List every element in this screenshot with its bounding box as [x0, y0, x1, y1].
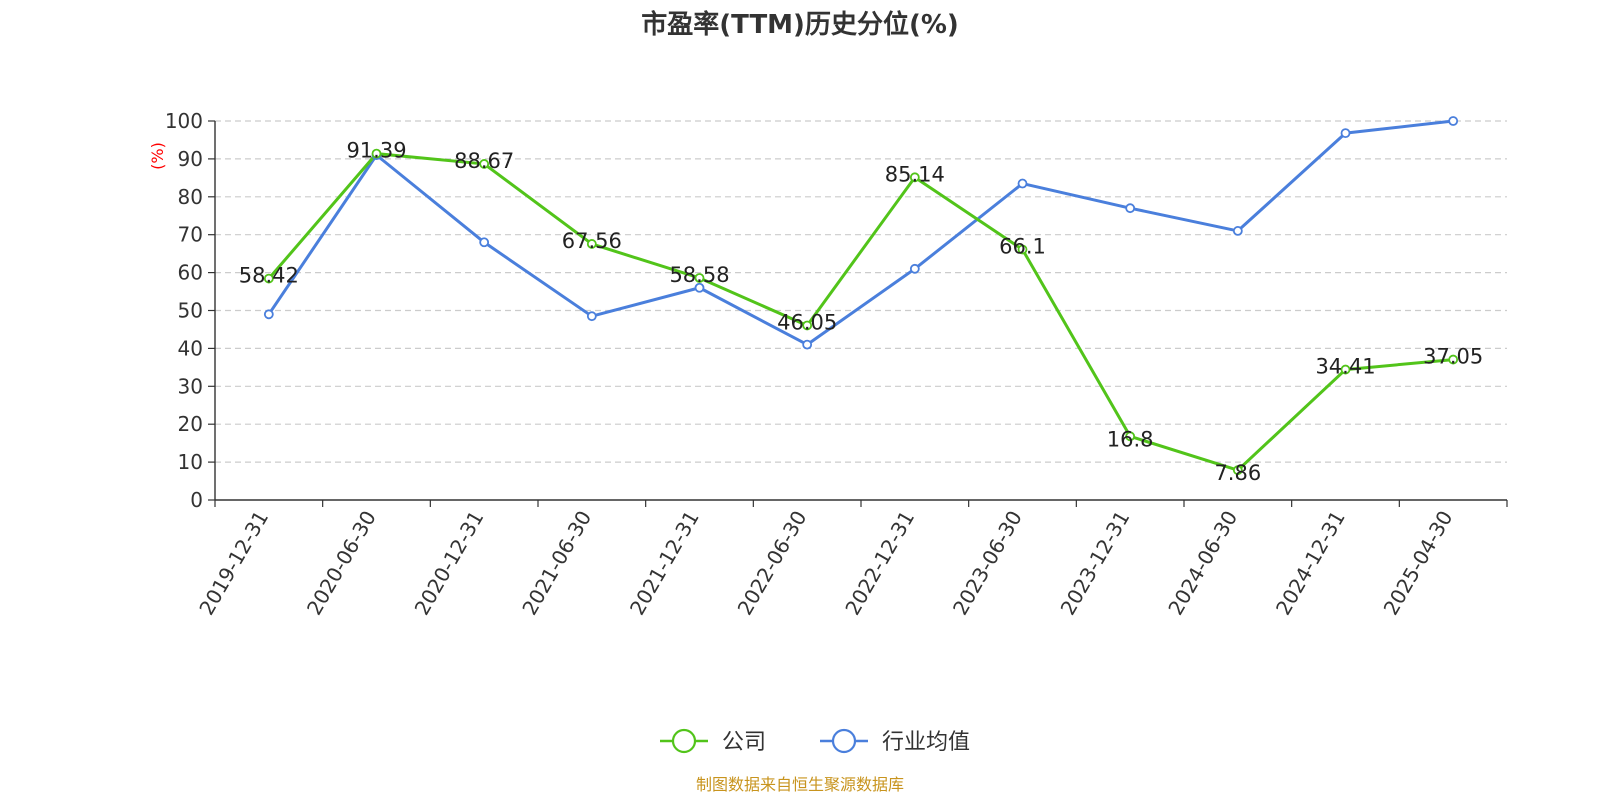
- x-tick-label: 2022-12-31: [840, 506, 919, 619]
- x-tick-label: 2023-12-31: [1056, 507, 1135, 620]
- x-tick-label: 2021-06-30: [517, 507, 596, 620]
- data-point: [1125, 431, 1136, 442]
- data-label: 7.86: [1214, 461, 1261, 485]
- x-tick-label: 2020-12-31: [410, 506, 489, 619]
- x-tick-label: 2020-06-30: [302, 507, 381, 620]
- data-point: [1232, 465, 1243, 476]
- axes: 0 10 20 30 40 50 60 70 80 90 100 2019-12-31 2020-06-…: [165, 109, 1508, 620]
- gridlines: [215, 120, 1507, 463]
- data-point: [909, 263, 920, 274]
- data-label: 46.05: [777, 310, 837, 334]
- x-tick-label: 2023-06-30: [948, 507, 1027, 620]
- x-tick-label: 2024-06-30: [1163, 507, 1242, 620]
- data-label: 88.67: [454, 149, 514, 173]
- y-tick-label: 40: [178, 336, 203, 360]
- data-point: [909, 172, 920, 183]
- data-point: [1017, 244, 1028, 255]
- legend-marker: [831, 728, 857, 754]
- legend-marker: [671, 728, 697, 754]
- data-point: [1448, 354, 1459, 365]
- data-label: 85.14: [885, 162, 945, 186]
- data-label: 37.05: [1423, 345, 1483, 369]
- series-line: [267, 119, 1454, 347]
- data-label: 91.39: [346, 139, 406, 163]
- legend: 公司 行业均值: [660, 728, 970, 755]
- data-point: [263, 273, 274, 284]
- y-axis-label: (%): [148, 142, 167, 170]
- y-tick-label: 90: [178, 147, 203, 171]
- y-tick-label: 0: [190, 488, 203, 512]
- data-label: 58.58: [669, 263, 729, 287]
- y-tick-label: 70: [178, 223, 203, 247]
- data-label: 66.1: [999, 234, 1046, 258]
- x-tick-label: 2024-12-31: [1271, 507, 1350, 620]
- series-line: [267, 152, 1454, 472]
- y-tick-label: 20: [178, 412, 203, 436]
- data-point: [1340, 364, 1351, 375]
- data-point: [1448, 116, 1459, 126]
- x-tick-label: 2019-12-31: [194, 507, 273, 620]
- data-label: 67.56: [562, 229, 622, 253]
- data-point: [263, 309, 274, 320]
- data-point: [694, 282, 705, 293]
- y-tick-label: 30: [178, 374, 203, 398]
- data-label: 16.8: [1107, 427, 1154, 451]
- data-point: [694, 273, 705, 283]
- data-point: [1340, 128, 1351, 139]
- data-point: [371, 148, 382, 159]
- data-point: [479, 237, 490, 248]
- data-label: 58.42: [239, 264, 299, 288]
- y-tick-label: 50: [178, 299, 203, 323]
- series-layer: [263, 116, 1459, 476]
- legend-label: 公司: [722, 730, 766, 755]
- x-tick-label: 2022-06-30: [733, 507, 812, 620]
- y-tick-label: 10: [178, 450, 203, 474]
- data-point: [479, 159, 490, 169]
- legend-label: 行业均值: [882, 730, 970, 755]
- data-point: [586, 239, 597, 249]
- y-tick-label: 100: [165, 109, 203, 133]
- y-tick-label: 60: [178, 261, 203, 285]
- y-tick-label: 80: [178, 185, 203, 209]
- data-label: 34.41: [1315, 355, 1375, 379]
- x-tick-label: 2025-04-30: [1379, 507, 1458, 620]
- data-point: [1125, 203, 1136, 214]
- data-point: [586, 311, 597, 322]
- data-point: [802, 339, 813, 350]
- data-point: [1232, 226, 1243, 236]
- data-point: [1017, 178, 1028, 189]
- chart-title: 市盈率(TTM)历史分位(%): [641, 9, 959, 40]
- source-note: 制图数据来自恒生聚源数据库: [696, 775, 904, 794]
- data-labels: 58.42 91.39 88.67 67.56 58.58 46.05 85.14 66.1 1…: [239, 139, 1483, 486]
- data-point: [802, 320, 813, 331]
- x-tick-label: 2021-12-31: [625, 507, 704, 620]
